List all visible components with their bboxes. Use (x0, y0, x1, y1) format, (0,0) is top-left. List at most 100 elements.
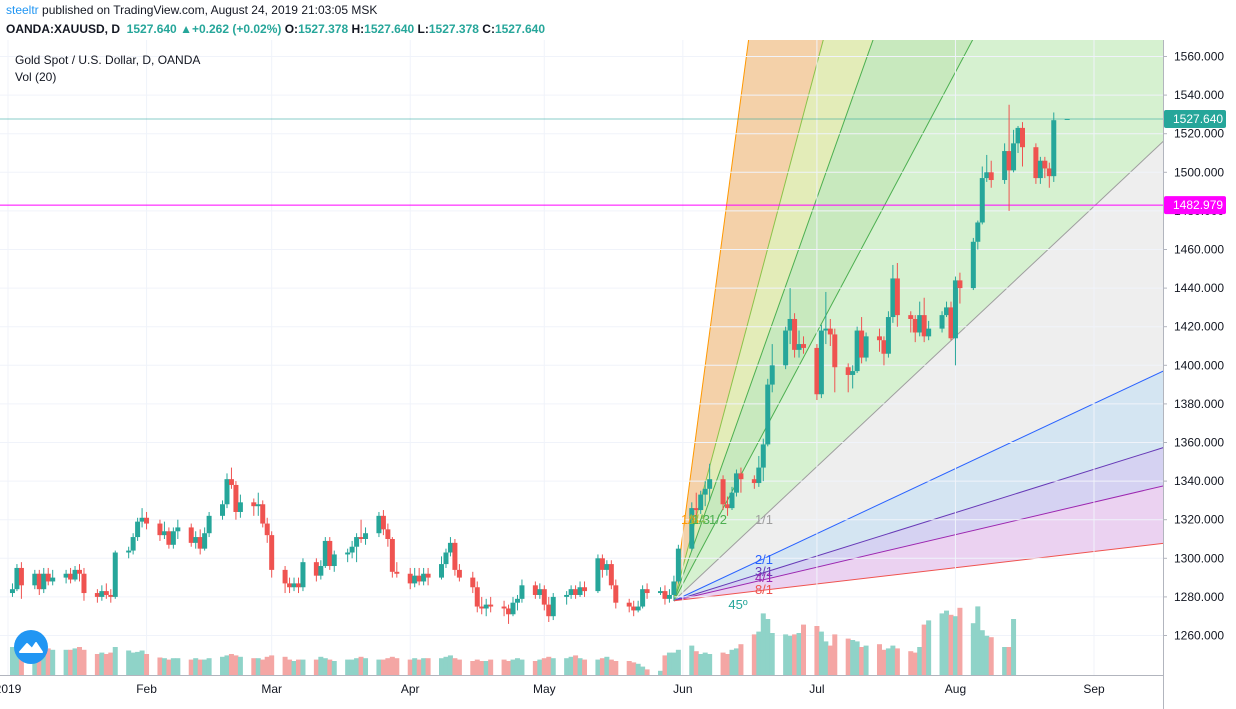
volume-bar (894, 648, 900, 675)
volume-bar (255, 658, 261, 675)
candle-body (452, 542, 458, 570)
volume-bar (380, 659, 386, 675)
candle-body (854, 330, 860, 372)
volume-bar (948, 614, 954, 675)
volume-bar (41, 645, 47, 675)
candle-body (1033, 147, 1039, 179)
volume-bar (885, 648, 891, 675)
candle-body (474, 587, 480, 607)
candle-body (818, 330, 824, 395)
volume-bar (322, 658, 328, 675)
volume-bar (568, 656, 574, 675)
volume-bar (917, 647, 923, 675)
volume-bar (541, 658, 547, 675)
volume-bar (564, 658, 570, 675)
volume-bar (1006, 647, 1012, 675)
volume-bar (94, 654, 100, 675)
volume-bar (850, 640, 856, 675)
volume-bar (854, 641, 860, 675)
candle-body (845, 367, 851, 375)
volume-bar (407, 659, 413, 675)
price-tick-label: 1400.000 (1174, 358, 1224, 372)
volume-bar (550, 658, 556, 675)
price-tick-label: 1260.000 (1174, 629, 1224, 643)
candle-body (470, 577, 476, 588)
volume-bar (908, 651, 914, 675)
candle-body (45, 573, 51, 582)
volume-bar (331, 661, 337, 675)
gann-fan-label: 1/2 (709, 512, 727, 527)
volume-bar (161, 658, 167, 675)
candle-body (94, 593, 100, 597)
candle-body (291, 583, 297, 588)
horizontal-lines (0, 118, 1163, 206)
volume-bar (626, 661, 632, 675)
candle-body (1019, 127, 1025, 148)
volume-bar (233, 655, 239, 675)
volume-bar (859, 647, 865, 675)
candle-body (407, 573, 413, 584)
volume-bar (599, 658, 605, 675)
candle-body (170, 531, 176, 545)
candle-body (890, 278, 896, 318)
volume-bar (425, 658, 431, 675)
volume-bar (890, 645, 896, 675)
candle-body (787, 318, 793, 331)
author-link[interactable]: steeltr (6, 3, 39, 17)
candle-body (582, 587, 588, 592)
candle-body (760, 444, 766, 468)
candle-body (720, 479, 726, 505)
volume-bar (662, 655, 668, 675)
volume-bar (760, 613, 766, 675)
volume-bar (77, 647, 83, 675)
candle-body (859, 330, 865, 358)
volume-bar (644, 669, 650, 675)
volume-bar (671, 652, 677, 675)
high-label: H: (351, 22, 365, 36)
volume-bar (202, 659, 208, 675)
candle-body (135, 521, 141, 538)
volume-bar (912, 652, 918, 675)
candle-body (260, 504, 266, 524)
gann-fan-label: 2/1 (755, 552, 773, 567)
candle-body (921, 315, 927, 337)
volume-bar (139, 650, 145, 675)
volume-bar (783, 634, 789, 675)
candle-body (792, 318, 798, 350)
candle-body (376, 515, 382, 534)
candle-body (228, 479, 234, 485)
volume-bar (501, 659, 507, 675)
volume-bar (443, 656, 449, 675)
candle-body (564, 594, 570, 597)
volume-bar (479, 661, 485, 675)
volume-bar (738, 644, 744, 675)
candle-body (948, 307, 954, 339)
volume-bar (675, 649, 681, 675)
candle-body (287, 583, 293, 588)
volume-bar (604, 656, 610, 675)
volume-bar (474, 659, 480, 675)
candle-body (881, 340, 887, 354)
volume-bar (832, 634, 838, 675)
volume-bar (573, 655, 579, 675)
tradingview-logo-icon[interactable] (14, 630, 48, 664)
volume-bar (546, 656, 552, 675)
volume-bar (447, 655, 453, 675)
time-axis-bg (0, 675, 1163, 709)
candle-body (1002, 151, 1008, 181)
last-price-badge: 1527.640 (1173, 112, 1223, 126)
candle-body (917, 315, 923, 333)
candle-body (202, 533, 208, 549)
candle-body (130, 537, 136, 551)
gann-fan-label: 1/3 (692, 512, 710, 527)
volume-bar (188, 659, 194, 675)
volume-bar (519, 659, 525, 675)
time-tick-label: Aug (945, 682, 966, 696)
volume-bar (470, 661, 476, 675)
candle-body (193, 537, 199, 543)
candle-body (1011, 143, 1017, 171)
volume-bar (488, 659, 494, 675)
price-tick-label: 1380.000 (1174, 397, 1224, 411)
candle-body (756, 467, 762, 484)
